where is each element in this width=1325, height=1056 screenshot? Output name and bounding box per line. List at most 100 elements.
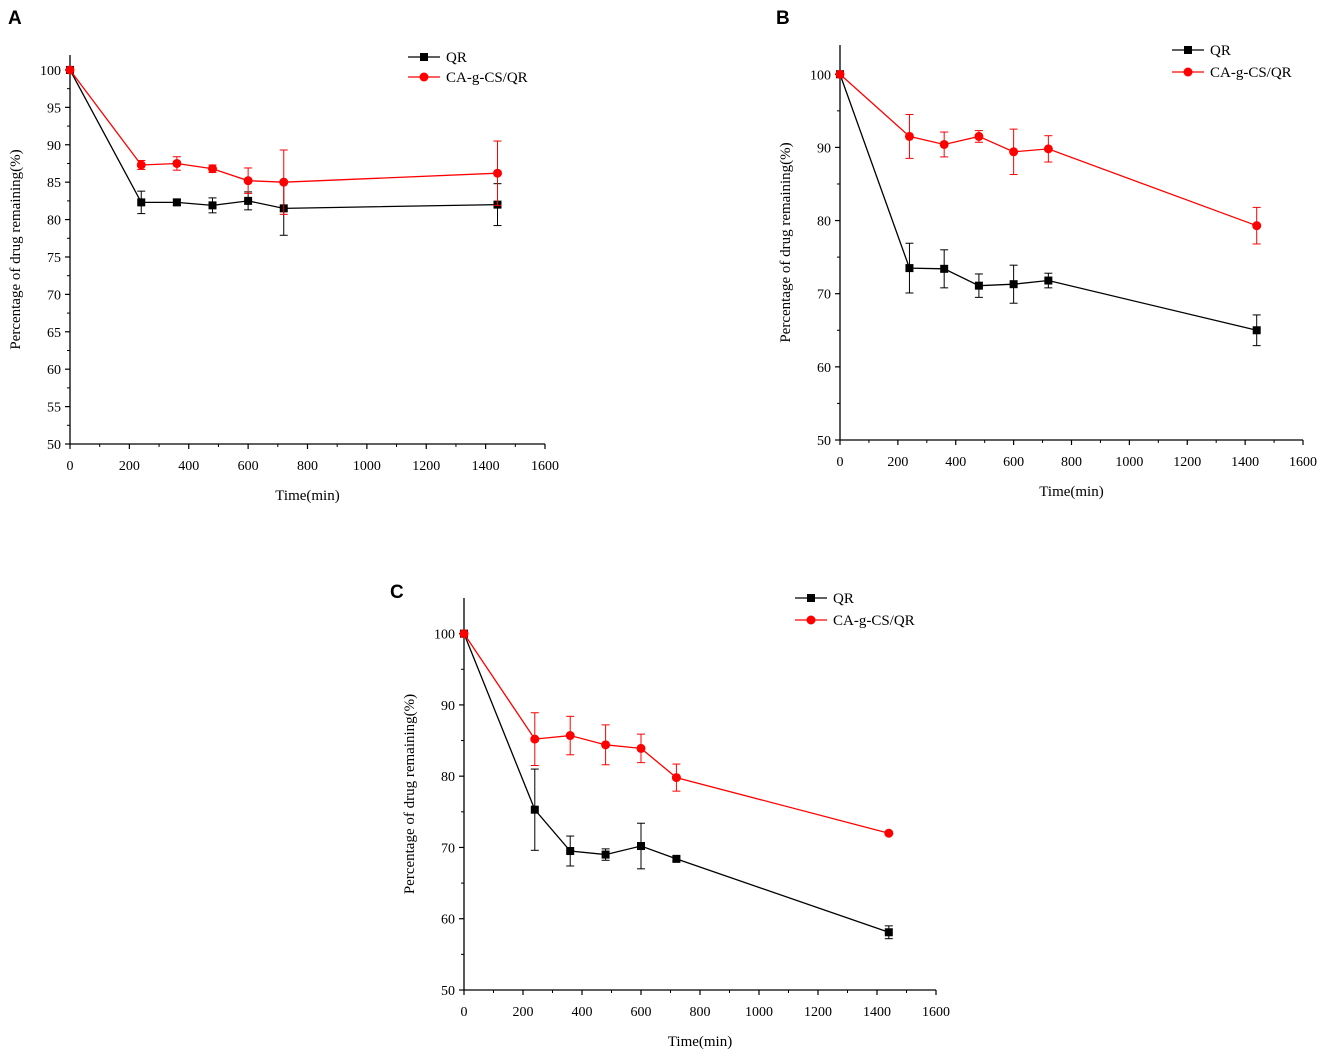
data-point (884, 828, 894, 838)
x-tick-label: 1600 (1289, 455, 1317, 470)
data-point (172, 198, 181, 207)
legend-label: CA-g-CS/QR (1210, 65, 1292, 81)
data-point (279, 177, 289, 187)
data-point (1252, 221, 1262, 231)
data-point (939, 139, 949, 149)
y-tick-label: 85 (47, 176, 61, 191)
y-tick-label: 90 (47, 139, 61, 154)
series-line (463, 633, 889, 834)
data-point (601, 740, 611, 750)
data-point (671, 773, 681, 783)
legend: QR CA-g-CS/QR (1172, 43, 1292, 81)
x-tick-label: 600 (631, 1005, 652, 1020)
data-point (637, 842, 645, 851)
data-point (1044, 276, 1053, 285)
y-tick-label: 80 (817, 215, 831, 230)
data-point (208, 164, 217, 174)
x-tick-label: 1000 (745, 1005, 773, 1020)
series-qr (836, 70, 1261, 347)
panel-a: A 0 200 400 600 800 1000 1200 1400 1600 50 55 60 65 70… (8, 8, 559, 504)
x-tick-label: 400 (178, 459, 199, 474)
legend-label: CA-g-CS/QR (833, 613, 915, 629)
panel-letter: B (776, 8, 790, 29)
y-axis-title: Percentage of drug remaining(%) (402, 694, 418, 894)
y-tick-label: 50 (47, 438, 61, 453)
data-point (172, 158, 182, 168)
x-tick-label: 600 (1003, 455, 1024, 470)
x-tick-label: 800 (297, 459, 318, 474)
legend-label: QR (833, 591, 854, 607)
data-point (1252, 326, 1261, 335)
y-tick-label: 70 (47, 288, 61, 303)
data-point (672, 854, 681, 863)
x-tick-label: 400 (945, 455, 966, 470)
data-point (835, 69, 845, 79)
legend-label: QR (446, 50, 467, 66)
y-tick-label: 50 (441, 984, 455, 999)
data-point (137, 198, 146, 207)
data-point (601, 850, 610, 859)
data-point (940, 264, 949, 273)
legend: QR CA-g-CS/QR (795, 591, 915, 629)
data-point (65, 65, 75, 75)
x-tick-label: 1600 (922, 1005, 950, 1020)
x-tick-label: 1400 (1231, 455, 1259, 470)
series-ca-g-cs-qr (459, 629, 894, 838)
y-tick-label: 60 (817, 361, 831, 376)
y-tick-label: 95 (47, 101, 61, 116)
x-tick-label: 200 (513, 1005, 534, 1020)
data-point (208, 201, 217, 210)
series-ca-g-cs-qr (835, 69, 1262, 245)
x-tick-label: 1200 (804, 1005, 832, 1020)
data-point (1009, 280, 1018, 289)
panel-b: B 0 200 400 600 800 1000 1200 1400 1600 50 60 70 80 90… (776, 8, 1317, 500)
data-point (565, 731, 575, 741)
x-tick-label: 400 (572, 1005, 593, 1020)
x-tick-label: 1600 (531, 459, 559, 474)
x-tick-label: 800 (1061, 455, 1082, 470)
y-axis-title: Percentage of drug remaining(%) (778, 142, 794, 342)
y-tick-label: 50 (817, 434, 831, 449)
x-axis-title: Time(min) (668, 1034, 732, 1050)
data-point (530, 734, 540, 744)
y-tick-label: 70 (441, 841, 455, 856)
data-point (636, 743, 646, 753)
x-tick-label: 800 (690, 1005, 711, 1020)
legend-marker (1184, 46, 1192, 54)
data-point (1009, 147, 1019, 157)
y-tick-label: 80 (47, 214, 61, 229)
x-axis-title: Time(min) (275, 488, 339, 504)
series-ca-g-cs-qr (65, 65, 502, 215)
legend-marker (1183, 67, 1193, 77)
legend: QR CA-g-CS/QR (408, 50, 528, 86)
y-tick-label: 75 (47, 251, 61, 266)
data-point (459, 629, 469, 639)
data-point (884, 928, 893, 937)
data-point (493, 168, 502, 178)
y-tick-label: 100 (810, 68, 831, 83)
x-tick-label: 600 (238, 459, 259, 474)
legend-marker (420, 53, 428, 61)
data-point (136, 160, 146, 170)
data-point (974, 131, 984, 141)
y-tick-label: 60 (47, 363, 61, 378)
data-point (905, 264, 914, 273)
x-tick-label: 0 (837, 455, 844, 470)
x-tick-label: 1200 (412, 459, 440, 474)
data-point (904, 131, 914, 141)
legend-marker (807, 594, 815, 602)
y-tick-label: 65 (47, 326, 61, 341)
data-point (974, 281, 983, 290)
x-tick-label: 200 (887, 455, 908, 470)
y-tick-label: 100 (40, 64, 61, 79)
legend-marker (806, 615, 816, 625)
y-tick-label: 60 (441, 913, 455, 928)
data-point (530, 805, 539, 814)
x-tick-label: 0 (461, 1005, 468, 1020)
y-axis-title: Percentage of drug remaining(%) (8, 149, 24, 349)
panel-letter: C (390, 582, 404, 603)
x-tick-label: 0 (67, 459, 74, 474)
x-tick-label: 1200 (1173, 455, 1201, 470)
legend-marker (419, 72, 429, 82)
